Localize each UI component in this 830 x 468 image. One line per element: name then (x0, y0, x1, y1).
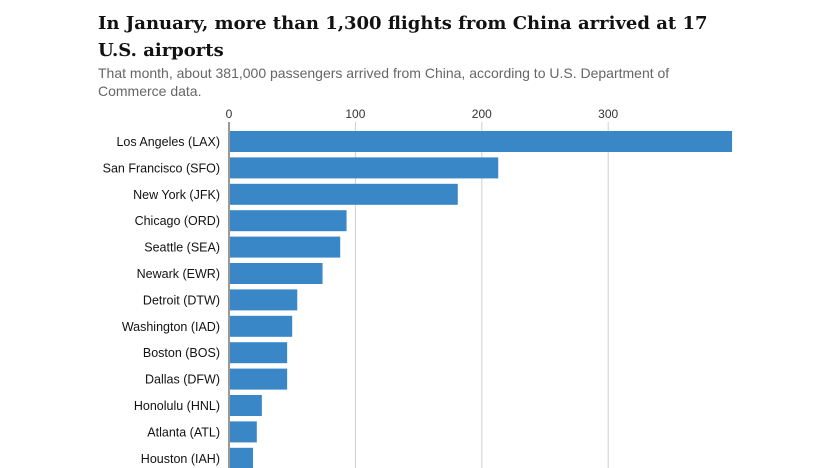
category-label: Washington (IAD) (122, 320, 220, 334)
bar (230, 289, 298, 311)
bar (230, 315, 293, 337)
category-label: New York (JFK) (133, 188, 220, 202)
bar (230, 368, 288, 390)
category-label: Los Angeles (LAX) (116, 135, 220, 149)
x-tick-label: 0 (226, 107, 233, 121)
category-label: Honolulu (HNL) (134, 399, 220, 413)
bar (230, 421, 257, 443)
gridlines (228, 122, 609, 468)
bar (230, 131, 733, 152)
category-label: Dallas (DFW) (145, 373, 220, 387)
x-tick-label: 100 (345, 107, 365, 121)
category-label: Atlanta (ATL) (147, 425, 220, 439)
x-tick-label: 200 (472, 107, 492, 121)
category-label: Houston (IAH) (141, 452, 220, 466)
category-label: Seattle (SEA) (144, 241, 220, 255)
chart-subtitle: That month, about 381,000 passengers arr… (98, 65, 670, 99)
bar (230, 342, 288, 364)
bar (230, 157, 499, 179)
category-label: Chicago (ORD) (135, 214, 220, 228)
category-label: San Francisco (SFO) (103, 161, 220, 175)
category-labels: Los Angeles (LAX) San Francisco (SFO) New … (103, 135, 220, 466)
category-label: Boston (BOS) (143, 346, 220, 360)
bar (230, 210, 347, 232)
bars (230, 131, 733, 468)
bar (230, 236, 341, 258)
x-axis-ticks: 0 100 200 300 (226, 107, 619, 121)
chart-title: In January, more than 1,300 flights from… (98, 13, 708, 61)
bar (230, 447, 254, 468)
x-tick-label: 300 (598, 107, 618, 121)
category-label: Detroit (DTW) (143, 293, 220, 307)
bar (230, 395, 262, 416)
category-label: Newark (EWR) (137, 267, 220, 281)
bar (230, 263, 323, 284)
bar (230, 183, 458, 205)
